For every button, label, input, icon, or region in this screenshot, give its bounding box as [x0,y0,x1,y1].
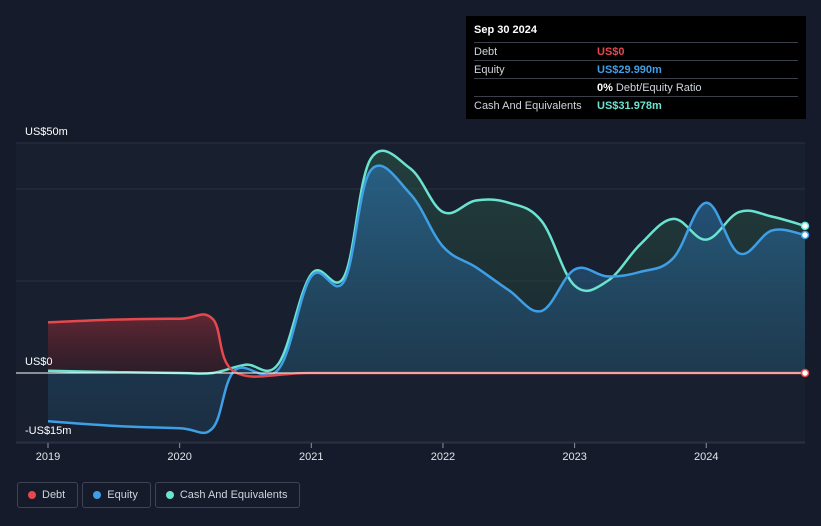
tooltip-label: Cash And Equivalents [474,99,582,112]
equity-endpoint [800,230,810,240]
x-tick-label: 2020 [167,451,191,463]
tooltip-label: Debt [474,45,498,58]
x-tick-label: 2019 [36,451,60,463]
equity-area [48,165,805,433]
tooltip-ratio-label: Debt/Equity Ratio [615,81,702,94]
x-tick-label: 2024 [694,451,718,463]
legend-item-debt[interactable]: Debt [17,482,79,508]
x-tick-label: 2021 [299,451,323,463]
y-tick-label: -US$15m [25,425,71,437]
x-tick-label: 2022 [431,451,455,463]
tooltip-label: Equity [474,63,505,76]
cash-endpoint [800,221,810,231]
tooltip-row-cash: Cash And Equivalents US$31.978m [474,96,798,114]
tooltip-value-debt: US$0 [597,45,625,58]
series-endpoints [800,221,810,378]
tooltip-row-ratio: 0% Debt/Equity Ratio [474,78,798,96]
legend-dot-icon [93,491,102,499]
legend-label: Debt [42,489,66,501]
tooltip-row-equity: Equity US$29.990m [474,60,798,78]
legend-item-cash[interactable]: Cash And Equivalents [154,482,301,508]
y-axis-labels: US$50m US$0 -US$15m [25,126,71,437]
tooltip-value-equity: US$29.990m [597,63,662,76]
y-tick-label: US$50m [25,126,68,138]
tooltip-row-debt: Debt US$0 [474,42,798,60]
legend: Debt Equity Cash And Equivalents [17,482,304,510]
y-tick-label: US$0 [25,356,53,368]
x-tick-label: 2023 [562,451,586,463]
equity-line [47,164,806,435]
legend-label: Equity [107,489,138,501]
tooltip-value-cash: US$31.978m [597,99,662,112]
legend-dot-icon [165,491,174,499]
tooltip-date: Sep 30 2024 [474,24,537,36]
debt-endpoint [800,368,810,378]
x-axis: 2019 2020 2021 2022 2023 2024 [16,442,805,463]
legend-label: Cash And Equivalents [179,489,288,501]
legend-dot-icon [28,491,36,499]
cash-line [47,149,806,375]
tooltip-panel: Sep 30 2024 Debt US$0 Equity US$29.990m … [466,16,806,119]
legend-item-equity[interactable]: Equity [82,482,151,508]
tooltip-value-ratio: 0% [597,81,613,94]
